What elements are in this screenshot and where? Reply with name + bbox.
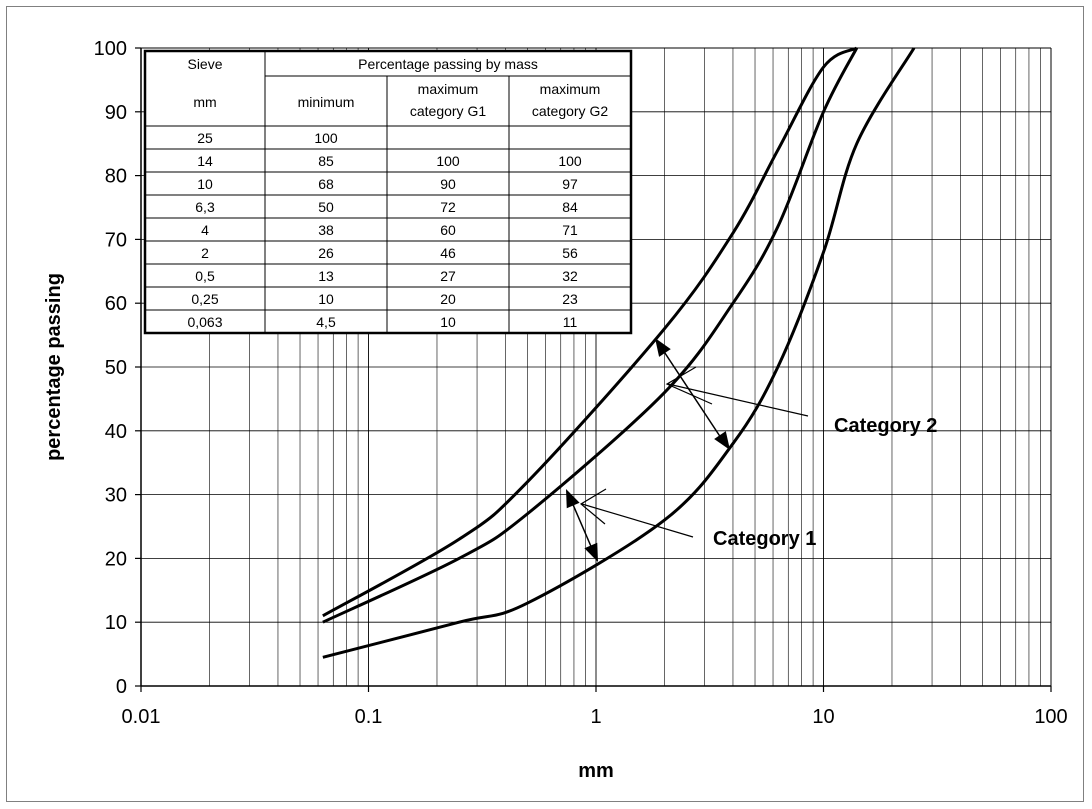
category-1-arrowhead (566, 489, 580, 509)
table-cell: 4,5 (316, 314, 336, 330)
table-cell: 13 (318, 268, 334, 284)
table-cell: 100 (314, 130, 338, 146)
table-cell: 84 (562, 199, 578, 215)
table-header-cell: maximum (540, 81, 601, 97)
table-cell: 72 (440, 199, 456, 215)
table-cell: 10 (318, 291, 334, 307)
table-cell: 2 (201, 245, 209, 261)
table-cell: 100 (436, 153, 460, 169)
table-cell: 71 (562, 222, 578, 238)
table-cell: 68 (318, 176, 334, 192)
category-2-pointer-line (667, 383, 809, 417)
category-2-arrowhead (714, 431, 730, 450)
tick-labels: 0.01 0.1 1 10 100 0 10 20 30 40 50 60 70 80 90 100 (94, 38, 1068, 728)
table-cell: 85 (318, 153, 334, 169)
y-tick-label: 30 (105, 485, 127, 507)
table-cell: 23 (562, 291, 578, 307)
series-line-2 (322, 47, 859, 624)
table-header-cell: Sieve (187, 56, 222, 72)
table-cell: 10 (197, 176, 213, 192)
category-2-label: Category 2 (834, 415, 937, 437)
table-cell: 26 (318, 245, 334, 261)
table-cell: 38 (318, 222, 334, 238)
table-cell: 46 (440, 245, 456, 261)
table-cell: 90 (440, 176, 456, 192)
series-line-1 (322, 47, 916, 659)
category-2-span-line (656, 340, 728, 448)
table-cell: 4 (201, 222, 209, 238)
table-cell: 20 (440, 291, 456, 307)
table-cell: 60 (440, 222, 456, 238)
y-tick-label: 100 (94, 38, 127, 60)
table-cell: 97 (562, 176, 578, 192)
table-cell: 10 (440, 314, 456, 330)
category-1-pointer-line (581, 503, 694, 538)
y-tick-label: 80 (105, 166, 127, 188)
y-axis-title: percentage passing (43, 273, 65, 461)
table-header-cell: category G1 (410, 103, 486, 119)
table-header-cell: category G2 (532, 103, 608, 119)
y-tick-label: 50 (105, 357, 127, 379)
x-tick-label: 10 (812, 706, 834, 728)
chart-frame (6, 6, 1084, 802)
y-tick-label: 40 (105, 421, 127, 443)
y-tick-label: 20 (105, 548, 127, 570)
x-tick-label: 0.01 (122, 706, 161, 728)
table-cell: 27 (440, 268, 456, 284)
table-cell: 11 (563, 314, 578, 330)
table-background (143, 49, 633, 335)
category-1-pointer-head (579, 488, 607, 525)
category-1-arrowhead (584, 542, 598, 562)
x-axis-title: mm (578, 760, 614, 782)
y-tick-label: 90 (105, 102, 127, 124)
table-header-cell: maximum (418, 81, 479, 97)
table-header-cell: mm (193, 94, 216, 110)
y-tick-label: 70 (105, 229, 127, 251)
table-cell: 0,5 (195, 268, 215, 284)
sieve-table: Sieve Percentage passing by mass mm minimum… (143, 49, 633, 335)
table-cell: 0,063 (187, 314, 222, 330)
series-line-3 (322, 46, 858, 618)
table-cell: 100 (558, 153, 582, 169)
series-group (322, 46, 916, 659)
table-cell: 0,25 (191, 291, 218, 307)
annotations: Category 2 Category 1 (566, 338, 937, 562)
y-tick-label: 0 (116, 676, 127, 698)
x-tick-label: 1 (590, 706, 601, 728)
category-2-arrowhead (655, 338, 671, 357)
category-1-label: Category 1 (713, 528, 816, 550)
table-header-cell: Percentage passing by mass (358, 56, 538, 72)
table-header-cell: minimum (298, 94, 355, 110)
table-cell: 25 (197, 130, 213, 146)
table-cell: 14 (197, 153, 213, 169)
y-tick-label: 10 (105, 612, 127, 634)
table-cell: 6,3 (195, 199, 215, 215)
table-cell: 50 (318, 199, 334, 215)
x-tick-label: 100 (1034, 706, 1067, 728)
x-tick-label: 0.1 (355, 706, 383, 728)
y-tick-label: 60 (105, 293, 127, 315)
category-2-pointer-head (665, 366, 713, 405)
table-cell: 32 (562, 268, 578, 284)
table-cell: 56 (562, 245, 578, 261)
